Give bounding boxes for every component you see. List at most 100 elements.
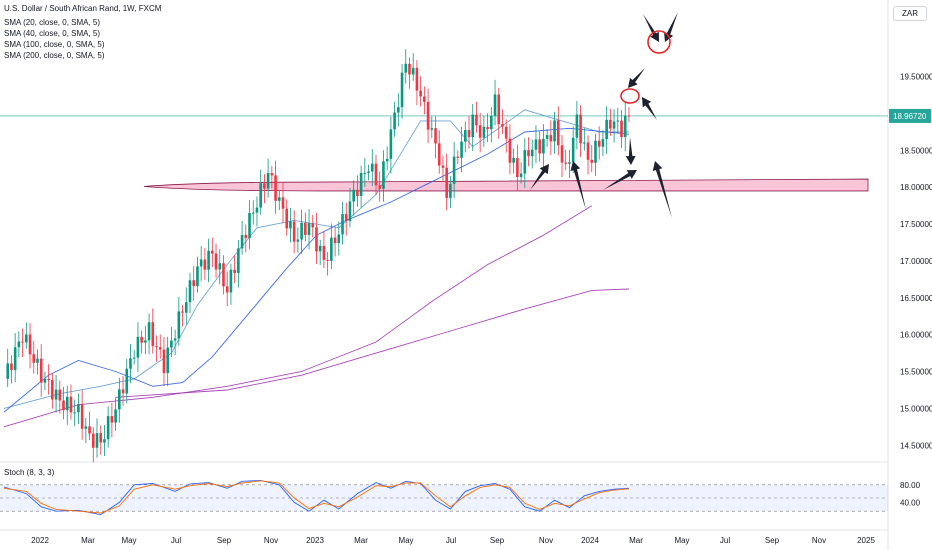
candle-body xyxy=(553,120,556,142)
candle-body xyxy=(203,259,207,270)
candle-body xyxy=(352,189,355,202)
candle-body xyxy=(136,336,140,358)
candle-body xyxy=(463,130,467,142)
candle-body xyxy=(326,259,329,261)
candle-body xyxy=(486,126,489,130)
candle-body xyxy=(434,128,437,144)
candle-body xyxy=(583,142,586,144)
annotation-arrow xyxy=(643,14,659,42)
annotation-arrow xyxy=(642,97,657,120)
currency-badge[interactable]: ZAR xyxy=(893,6,927,21)
candle-body xyxy=(516,157,519,178)
candle-body xyxy=(54,389,58,400)
candle-body xyxy=(497,94,501,125)
candle-body xyxy=(166,347,169,373)
candle-body xyxy=(519,173,523,178)
candle-body xyxy=(359,173,363,196)
candle-body xyxy=(51,380,54,400)
candle-body xyxy=(512,157,515,163)
candle-body xyxy=(10,363,13,371)
candle-body xyxy=(490,116,493,130)
candle-body xyxy=(73,412,76,414)
candle-body xyxy=(281,197,285,209)
candle-body xyxy=(296,239,300,242)
candle-body xyxy=(545,135,549,139)
sma-line-1 xyxy=(3,127,630,413)
candle-body xyxy=(605,119,608,140)
candle-body xyxy=(575,114,579,138)
candle-body xyxy=(400,72,404,108)
candle-body xyxy=(125,368,129,394)
time-tick-label: Sep xyxy=(765,536,780,545)
candle-body xyxy=(475,114,478,126)
candle-body xyxy=(437,143,441,166)
candle-body xyxy=(367,171,370,173)
candle-body xyxy=(385,158,389,162)
candle-body xyxy=(225,286,229,293)
annotation-circle xyxy=(620,88,640,104)
candle-body xyxy=(300,222,303,240)
candle-body xyxy=(177,311,181,339)
price-tick-label: 19.50000 xyxy=(900,73,932,82)
last-price-badge xyxy=(889,108,931,123)
candle-body xyxy=(471,114,475,138)
candle-body xyxy=(445,167,448,198)
time-tick-label: Sep xyxy=(490,536,505,545)
time-tick-label: Nov xyxy=(264,536,278,545)
support-zone xyxy=(143,178,869,192)
annotation-arrow xyxy=(530,164,549,190)
candle-body xyxy=(47,378,50,381)
candle-body xyxy=(240,234,244,249)
candle-body xyxy=(6,363,10,379)
candle-body xyxy=(330,237,333,261)
candle-body xyxy=(151,322,155,347)
candle-body xyxy=(333,237,337,244)
candle-body xyxy=(36,358,39,363)
candle-body xyxy=(91,433,95,448)
candle-body xyxy=(430,128,434,130)
candle-body xyxy=(77,404,80,413)
candle-body xyxy=(415,67,419,91)
candle-body xyxy=(229,269,233,293)
sma200-label: SMA (200, close, 0, SMA, 5) xyxy=(4,51,105,60)
candle-body xyxy=(508,138,512,163)
candle-body xyxy=(21,341,24,343)
price-tick-label: 16.00000 xyxy=(900,331,932,340)
candle-body xyxy=(348,201,352,221)
candle-body xyxy=(196,266,199,287)
candle-body xyxy=(188,280,192,303)
price-tick-label: 18.50000 xyxy=(900,146,932,155)
price-tick-label: 15.00000 xyxy=(900,404,932,413)
candle-body xyxy=(28,334,32,355)
candle-body xyxy=(594,140,597,163)
candle-body xyxy=(277,197,281,201)
candle-body xyxy=(199,259,203,267)
candle-body xyxy=(590,159,594,163)
candle-body xyxy=(452,156,456,184)
time-tick-label: 2025 xyxy=(857,536,875,545)
candle-body xyxy=(423,96,426,102)
candle-body xyxy=(627,115,631,117)
candle-body xyxy=(62,400,65,411)
candle-body xyxy=(571,137,575,163)
candle-body xyxy=(17,341,21,348)
candle-body xyxy=(43,378,47,383)
time-tick-label: May xyxy=(398,536,413,545)
candle-body xyxy=(419,90,422,97)
candle-body xyxy=(586,142,590,160)
time-tick-label: Nov xyxy=(539,536,553,545)
candle-body xyxy=(389,129,393,159)
candle-body xyxy=(170,340,173,348)
candle-body xyxy=(192,280,196,287)
stoch-line-0 xyxy=(3,479,630,516)
candle-body xyxy=(441,165,445,168)
candle-body xyxy=(393,112,396,130)
candle-body xyxy=(255,207,259,213)
candle-body xyxy=(460,141,463,158)
candle-body xyxy=(408,63,411,75)
sma-line-0 xyxy=(3,109,629,409)
candle-body xyxy=(616,120,620,122)
candle-body xyxy=(560,145,564,163)
candle-body xyxy=(32,354,36,363)
